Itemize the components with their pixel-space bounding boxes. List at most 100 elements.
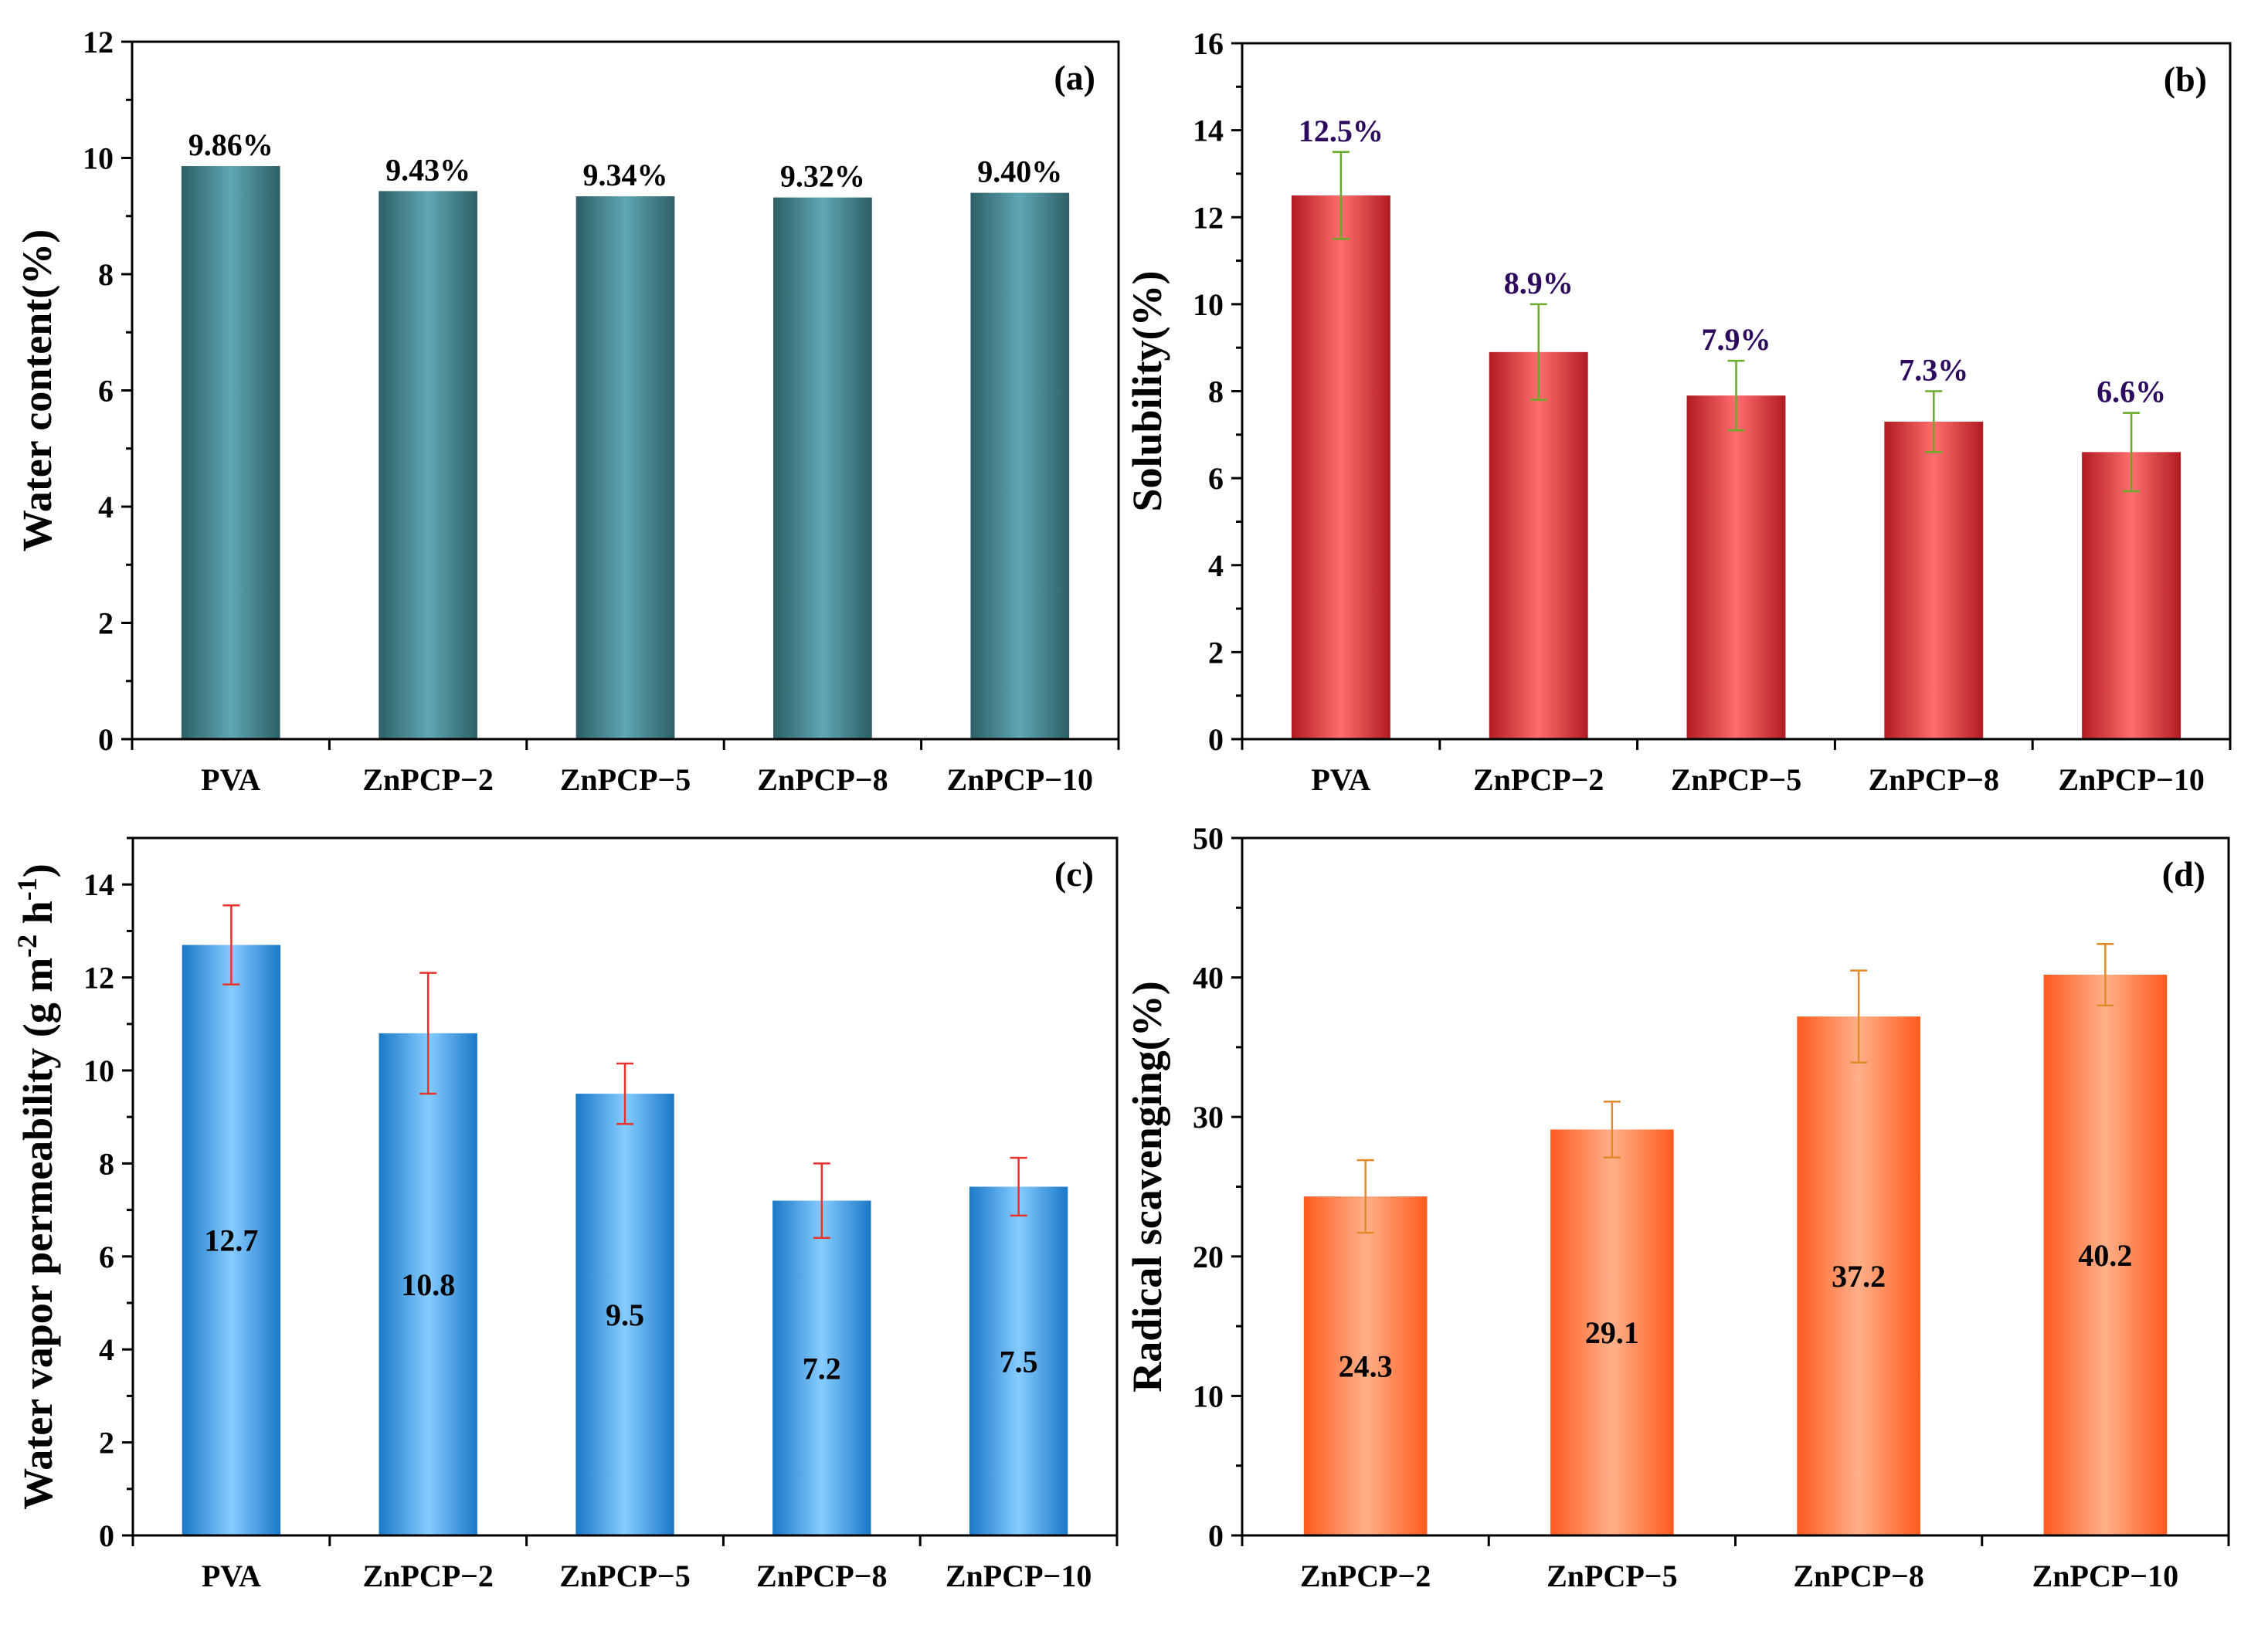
- bar-2: [1489, 351, 1588, 739]
- bar-5: [2082, 452, 2181, 739]
- data-label-1: 24.3: [1339, 1349, 1393, 1384]
- x-category-label: ZnPCP−10: [947, 762, 1093, 797]
- y-tick-label: 10: [1193, 1379, 1224, 1413]
- y-tick-label: 0: [99, 1518, 114, 1553]
- error-bar-1: [1332, 151, 1350, 240]
- y-axis-title: Water content(%): [14, 229, 60, 551]
- y-tick-label: 12: [83, 961, 114, 996]
- x-axis-ticks: [131, 739, 1120, 750]
- x-category-label: ZnPCP−8: [1793, 1559, 1923, 1593]
- x-category-label: ZnPCP−5: [559, 1559, 690, 1593]
- data-label-3: 37.2: [1832, 1259, 1886, 1294]
- bar-1: [182, 945, 281, 1535]
- bar-1: [181, 166, 280, 739]
- chart-panel-4: 24.3 29.1 37.2 40.2 0 10 20 30 40 50 ZnPCP−2 ZnPCP−…: [1124, 821, 2230, 1593]
- y-tick-label: 30: [1193, 1100, 1224, 1135]
- y-tick-label: 8: [98, 257, 114, 292]
- y-axis-title: Radical scavenging(%): [1124, 981, 1170, 1393]
- data-label-4: 7.2: [803, 1351, 841, 1386]
- panel-tag: (b): [2164, 59, 2207, 99]
- data-label-4: 9.32%: [780, 159, 865, 194]
- data-label-2: 8.9%: [1504, 266, 1574, 300]
- chart-panel-3: 12.7 10.8 9.5 7.2 7.5 0 2 4 6 8 10 12 14 PVA ZnPCP−2 Zn…: [12, 836, 1119, 1593]
- error-bar-5: [1010, 1156, 1027, 1217]
- x-category-label: ZnPCP−2: [1473, 762, 1604, 797]
- error-bar-2: [1530, 303, 1547, 402]
- x-category-label: ZnPCP−2: [1300, 1559, 1431, 1593]
- error-bar-1: [1356, 1159, 1374, 1234]
- x-category-label: PVA: [201, 762, 260, 797]
- y-tick-label: 6: [98, 374, 114, 409]
- y-tick-label: 10: [83, 141, 114, 176]
- x-category-label: ZnPCP−5: [560, 762, 691, 797]
- error-bar-2: [1603, 1101, 1621, 1159]
- panel-tag: (d): [2162, 854, 2205, 894]
- error-bar-1: [222, 904, 240, 986]
- y-tick-label: 40: [1193, 961, 1224, 996]
- data-label-2: 10.8: [401, 1267, 455, 1302]
- y-axis-title-superscript: -1: [12, 877, 42, 901]
- y-tick-label: 12: [1193, 200, 1224, 235]
- y-axis-ticks: [1231, 836, 1242, 1537]
- y-tick-label: 4: [99, 1332, 114, 1367]
- panel-tag: (a): [1054, 58, 1095, 97]
- y-tick-label: 4: [98, 490, 114, 524]
- y-tick-label: 12: [83, 25, 114, 59]
- chart-panel-1: 9.86% 9.43% 9.34% 9.32% 9.40% 0 2 4 6 8 10 12 PVA ZnP…: [14, 25, 1120, 797]
- data-label-2: 9.43%: [385, 152, 470, 187]
- error-bar-3: [1850, 969, 1868, 1064]
- x-axis-ticks: [1241, 739, 2232, 750]
- x-category-label: ZnPCP−8: [1869, 762, 1999, 797]
- error-bar-4: [2097, 943, 2114, 1006]
- y-axis-title-part: h: [15, 901, 61, 935]
- y-tick-label: 6: [1208, 461, 1224, 496]
- plot-frame: [131, 836, 1119, 1537]
- data-label-5: 6.6%: [2097, 375, 2166, 409]
- error-bar-3: [616, 1062, 633, 1125]
- bar-5: [970, 192, 1070, 739]
- x-category-label: ZnPCP−10: [946, 1559, 1092, 1593]
- y-axis-title: Water vapor permeability (g m-2 h-1): [12, 863, 61, 1509]
- bar-5: [969, 1186, 1068, 1535]
- y-tick-label: 0: [98, 722, 114, 757]
- y-tick-label: 20: [1193, 1240, 1224, 1274]
- y-tick-label: 14: [1193, 114, 1224, 148]
- data-label-4: 40.2: [2078, 1238, 2132, 1273]
- y-tick-label: 2: [98, 606, 114, 641]
- data-label-3: 7.9%: [1702, 322, 1771, 357]
- bar-4: [2043, 974, 2168, 1535]
- bar-2: [1550, 1129, 1674, 1535]
- bar-3: [575, 1094, 674, 1535]
- error-bar-5: [2123, 412, 2141, 493]
- bar-1: [1303, 1196, 1428, 1535]
- error-bar-2: [419, 972, 437, 1095]
- y-tick-label: 0: [1208, 1518, 1224, 1553]
- data-label-5: 7.5: [1000, 1344, 1038, 1379]
- y-tick-label: 4: [1208, 548, 1224, 583]
- x-category-label: ZnPCP−2: [362, 762, 493, 797]
- y-axis-title: Solubility(%): [1124, 270, 1170, 511]
- x-category-label: ZnPCP−8: [756, 1559, 887, 1593]
- y-axis-ticks: [121, 40, 132, 741]
- data-label-1: 12.7: [204, 1223, 258, 1258]
- y-tick-label: 50: [1193, 821, 1224, 856]
- x-axis-ticks: [131, 1535, 1119, 1546]
- data-label-3: 9.34%: [583, 158, 668, 192]
- bar-4: [772, 1200, 871, 1535]
- error-bar-4: [1925, 390, 1943, 453]
- data-label-3: 9.5: [606, 1298, 644, 1332]
- bar-4: [1884, 421, 1984, 739]
- x-category-label: ZnPCP−2: [362, 1559, 493, 1593]
- x-axis-ticks: [1241, 1535, 2230, 1546]
- y-tick-label: 2: [99, 1426, 114, 1460]
- y-axis-title-superscript: -2: [12, 935, 42, 958]
- y-tick-label: 10: [1193, 287, 1224, 322]
- bar-2: [379, 191, 477, 739]
- x-category-label: ZnPCP−10: [2058, 762, 2204, 797]
- bar-1: [1291, 195, 1390, 739]
- data-label-4: 7.3%: [1899, 353, 1968, 388]
- x-category-label: ZnPCP−5: [1547, 1559, 1677, 1593]
- y-tick-label: 14: [83, 867, 114, 902]
- x-category-label: ZnPCP−10: [2032, 1559, 2178, 1593]
